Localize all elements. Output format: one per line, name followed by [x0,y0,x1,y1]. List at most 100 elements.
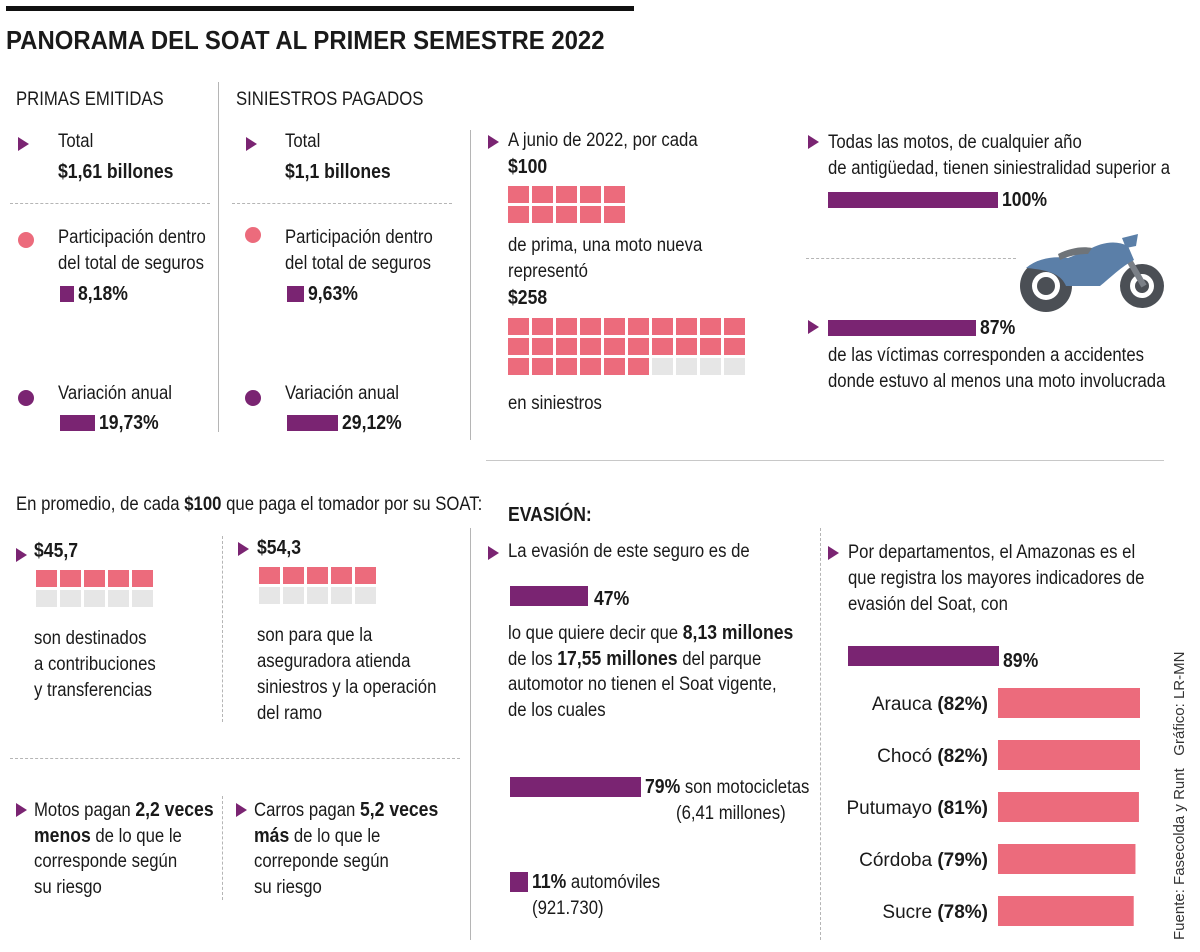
carros-pagan-pre: Carros pagan [254,800,360,821]
motos-right-line4: donde estuvo al menos una moto involucra… [828,371,1166,392]
left-right-separator [470,130,471,440]
siniestros-variacion-bar [287,415,338,431]
evasion-motos-text: son motocicletas [680,777,810,798]
promedio-45-7-cell [108,590,129,607]
motos-87-bar [828,320,976,336]
evasion-autos-label: 11% automóviles [532,869,660,896]
prima-100-grid [508,186,625,223]
siniestros-258-cell [556,338,577,355]
evasion-motos-sub: (6,41 millones) [676,803,786,824]
promedio-54-3-cell [283,567,304,584]
siniestros-258-cell [700,358,721,375]
promedio-left-value: $45,7 [34,540,79,562]
siniestros-divider-1 [232,203,452,204]
siniestros-258-cell [652,338,673,355]
moto-box-line2: de prima, una moto nueva [508,235,703,256]
carros-pagan-post: de lo que le [289,826,381,847]
siniestros-258-cell [580,358,601,375]
dept-bar-chocó [998,740,1140,770]
siniestros-258-cell [628,358,649,375]
motos-pagan-post: de lo que le [90,826,182,847]
promedio-right-l4: del ramo [257,703,323,724]
evasion-desc-l3: automotor no tienen el Soat vigente, [508,674,777,695]
carros-pagan-l3: correponde según [254,851,389,872]
motos-right-line1: Todas las motos, de cualquier año [828,132,1082,153]
page-title: PANORAMA DEL SOAT AL PRIMER SEMESTRE 202… [6,25,605,55]
credits: Fuente: Fasecolda y Runt Gráfico: LR-MN [1170,652,1190,940]
dept-line2: que registra los mayores indicadores de [848,568,1145,589]
bottom-left-right-separator [470,528,471,940]
siniestros-total-marker [246,137,257,151]
siniestros-258-cell [508,358,529,375]
motorcycle-seat [1058,247,1092,260]
promedio-intro-pre: En promedio, de cada [16,494,185,515]
prima-100-cell [580,186,601,203]
carros-pagan-line1: Carros pagan 5,2 veces [254,797,438,824]
primas-part-line1: Participación dentro [58,227,206,248]
promedio-54-3-cell [307,587,328,604]
promedio-left-l1: son destinados [34,628,147,649]
promedio-45-7-grid [36,570,153,607]
primas-participacion-value: 8,18% [78,283,129,305]
siniestros-part-line1: Participación dentro [285,227,433,248]
promedio-left-l3: y transferencias [34,680,153,701]
siniestros-258-cell [700,338,721,355]
motos-100-bar [828,192,998,208]
motos-pagan-bold2: menos [34,825,91,847]
dept-label-chocó: Chocó (82%) [877,746,988,767]
carros-pagan-line2: más de lo que le [254,823,380,850]
siniestros-258-cell [724,358,745,375]
promedio-54-3-cell [331,587,352,604]
motos-pagan-l3: corresponde según [34,851,178,872]
siniestros-258-cell [532,338,553,355]
promedio-separator [222,536,223,722]
promedio-45-7-cell [84,570,105,587]
motorcycle-windshield [1122,234,1138,248]
siniestros-258-cell [652,318,673,335]
motos-right-line3: de las víctimas corresponden a accidente… [828,345,1145,366]
siniestros-258-cell [556,318,577,335]
primas-total-label: Total [58,131,94,152]
promedio-54-3-cell [307,567,328,584]
promedio-54-3-grid [259,567,376,604]
evasion-desc-l2-post: del parque [677,649,762,670]
siniestros-258-cell [604,358,625,375]
amazonas-value: 89% [1003,650,1039,672]
motos-pagan-marker [16,803,27,817]
moto-box-line3: representó [508,261,588,282]
promedio-45-7-cell [132,590,153,607]
promedio-intro: En promedio, de cada $100 que paga el to… [16,492,482,518]
promedio-intro-post: que paga el tomador por su SOAT: [221,494,483,515]
dept-label-córdoba: Córdoba (79%) [859,850,988,871]
evasion-header: EVASIÓN: [508,504,592,526]
siniestros-participacion-value: 9,63% [307,283,358,305]
evasion-desc-pre: lo que quiere decir que [508,623,683,644]
siniestros-258-cell [556,358,577,375]
promedio-45-7-cell [60,570,81,587]
dept-bar-sucre [998,896,1134,926]
credits-source: Fuente: Fasecolda y Runt [1171,768,1188,940]
promedio-54-3-cell [331,567,352,584]
dept-marker [828,546,839,560]
evasion-47-bar [510,586,589,606]
primas-total-marker [18,137,29,151]
primas-variacion-marker [18,390,34,406]
motos-right-line2: de antigüedad, tienen siniestralidad sup… [828,158,1171,179]
siniestros-258-cell [532,358,553,375]
siniestros-258-cell [676,358,697,375]
siniestros-258-cell [508,338,529,355]
dept-bar-córdoba [998,844,1136,874]
evasion-desc-bold1: 8,13 millones [682,622,794,644]
siniestros-participacion-marker [245,227,261,243]
siniestros-part-line2: del total de seguros [285,253,431,274]
siniestros-variacion-value: 29,12% [341,412,402,434]
siniestros-258-cell [628,318,649,335]
prima-100-cell [508,186,529,203]
promedio-bottom-divider [10,758,460,759]
siniestros-header: SINIESTROS PAGADOS [236,89,424,110]
promedio-right-l3: siniestros y la operación [257,677,437,698]
moto-box-line4: en siniestros [508,393,602,414]
prima-100-cell [604,206,625,223]
prima-100-cell [604,186,625,203]
primas-divider-1 [10,203,210,204]
